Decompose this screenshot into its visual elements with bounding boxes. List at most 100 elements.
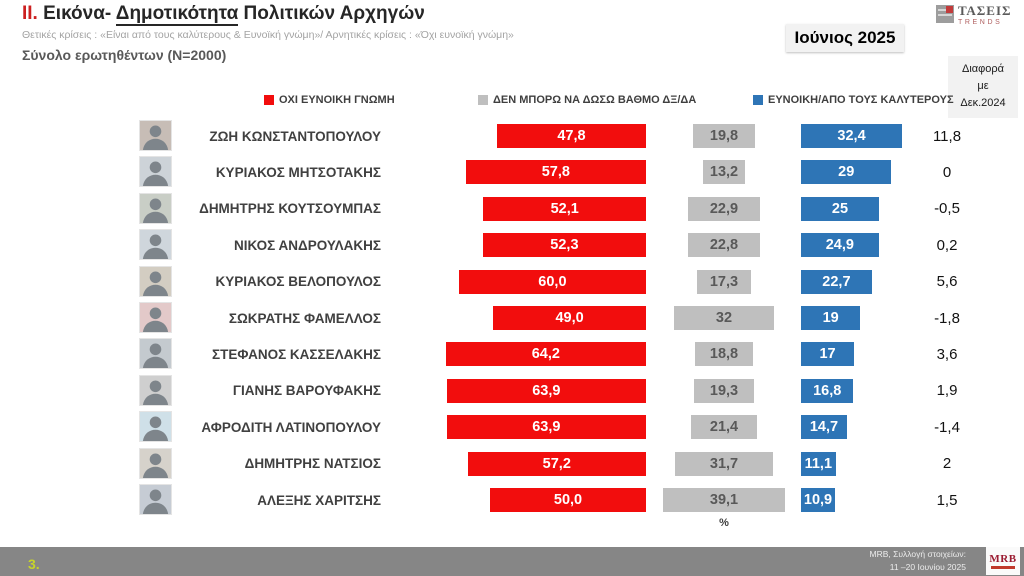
page-number: 3.	[28, 556, 40, 572]
bar-neutral: 21,4	[690, 415, 758, 440]
diff-value: 2	[942, 455, 952, 473]
table-row: ΑΛΕΞΗΣ ΧΑΡΙΤΣΗΣ 50,0 39,1 10,9 1,5	[0, 482, 1024, 518]
politician-name: ΑΦΡΟΔΙΤΗ ΛΑΤΙΝΟΠΟΥΛΟΥ	[201, 419, 381, 435]
bar-negative: 64,2	[445, 342, 646, 367]
bar-neutral: 32	[674, 305, 774, 330]
source-line2: 11 –20 Ιουνίου 2025	[889, 561, 966, 572]
bar-negative: 52,3	[482, 233, 646, 258]
diff-value: 0	[942, 164, 952, 182]
bar-positive: 17	[801, 342, 855, 367]
politician-photo	[139, 447, 172, 479]
page-title: II. Εικόνα- Δημοτικότητα Πολιτικών Αρχηγ…	[22, 3, 425, 26]
bar-neutral: 22,8	[688, 233, 760, 258]
mrb-logo-text: MRB	[989, 552, 1017, 565]
title-underlined-word: Δημοτικότητα	[115, 3, 239, 26]
politician-photo	[139, 156, 172, 188]
politician-name: ΚΥΡΙΑΚΟΣ ΒΕΛΟΠΟΥΛΟΣ	[215, 274, 381, 290]
diff-value: 3,6	[936, 346, 958, 364]
legend-item-negative: ΟΧΙ ΕΥΝΟΙΚΗ ΓΝΩΜΗ	[264, 94, 395, 106]
table-row: ΑΦΡΟΔΙΤΗ ΛΑΤΙΝΟΠΟΥΛΟΥ 63,9 21,4 14,7 -1,4	[0, 409, 1024, 445]
diff-value: 11,8	[932, 127, 962, 145]
diff-column-header: Διαφορά με Δεκ.2024	[948, 56, 1018, 119]
table-row: ΣΤΕΦΑΝΟΣ ΚΑΣΣΕΛΑΚΗΣ 64,2 18,8 17 3,6	[0, 336, 1024, 372]
bar-positive: 24,9	[801, 233, 879, 258]
legend-item-neutral: ΔΕΝ ΜΠΟΡΩ ΝΑ ΔΩΣΩ ΒΑΘΜΟ ΔΞ/ΔΑ	[478, 94, 696, 106]
bar-positive: 29	[801, 160, 892, 185]
politician-name: ΖΩΗ ΚΩΝΣΤΑΝΤΟΠΟΥΛΟΥ	[209, 128, 381, 144]
diff-header-line1: Διαφορά	[961, 63, 1005, 75]
bar-positive: 10,9	[801, 487, 835, 512]
diff-value: 5,6	[936, 273, 958, 291]
politician-photo	[139, 192, 172, 224]
bar-positive: 11,1	[801, 451, 836, 476]
bar-negative: 50,0	[490, 487, 646, 512]
title-part1: Εικόνα-	[37, 3, 116, 24]
politician-photo	[139, 229, 172, 261]
poll-chart-rows: ΖΩΗ ΚΩΝΣΤΑΝΤΟΠΟΥΛΟΥ 47,8 19,8 32,4 11,8 ΚΥΡΙΑ…	[0, 118, 1024, 518]
table-row: ΝΙΚΟΣ ΑΝΔΡΟΥΛΑΚΗΣ 52,3 22,8 24,9 0,2	[0, 227, 1024, 263]
diff-value: 1,5	[936, 491, 958, 509]
legend-label-neutral: ΔΕΝ ΜΠΟΡΩ ΝΑ ΔΩΣΩ ΒΑΘΜΟ ΔΞ/ΔΑ	[493, 94, 697, 106]
legend-item-positive: ΕΥΝΟΙΚΗ/ΑΠΟ ΤΟΥΣ ΚΑΛΥΤΕΡΟΥΣ	[753, 94, 954, 106]
diff-header-line3: Δεκ.2024	[960, 97, 1006, 110]
politician-photo	[139, 483, 172, 515]
mrb-logo-strip	[991, 565, 1015, 569]
politician-name: ΔΗΜΗΤΡΗΣ ΚΟΥΤΣΟΥΜΠΑΣ	[199, 201, 381, 217]
bar-neutral: 31,7	[674, 451, 774, 476]
bar-neutral: 22,9	[688, 196, 760, 221]
politician-name: ΣΩΚΡΑΤΗΣ ΦΑΜΕΛΛΟΣ	[228, 310, 381, 326]
subtitle: Θετικές κρίσεις : «Είναι από τους καλύτε…	[22, 29, 514, 41]
bar-neutral: 19,3	[693, 378, 755, 403]
diff-value: -1,8	[934, 309, 960, 327]
table-row: ΚΥΡΙΑΚΟΣ ΒΕΛΟΠΟΥΛΟΣ 60,0 17,3 22,7 5,6	[0, 264, 1024, 300]
politician-photo	[139, 338, 172, 370]
bar-negative: 57,8	[465, 160, 646, 185]
brand-subname: TRENDS	[958, 19, 1003, 26]
bar-negative: 49,0	[493, 305, 646, 330]
footer-bar: 3. MRB, Συλλογή στοιχείων: 11 –20 Ιουνίο…	[0, 547, 1024, 576]
politician-name: ΚΥΡΙΑΚΟΣ ΜΗΤΣΟΤΑΚΗΣ	[215, 165, 381, 181]
bar-negative: 63,9	[446, 415, 646, 440]
title-numeral: II.	[22, 3, 38, 24]
legend-swatch-positive	[753, 95, 763, 105]
legend-swatch-negative	[264, 95, 274, 105]
title-part2: Πολιτικών Αρχηγών	[238, 3, 425, 24]
diff-value: -1,4	[934, 418, 960, 436]
table-row: ΔΗΜΗΤΡΗΣ ΚΟΥΤΣΟΥΜΠΑΣ 52,1 22,9 25 -0,5	[0, 191, 1024, 227]
brand-name: ΤΑΣΕΙΣ	[958, 3, 1012, 18]
date-badge: Ιούνιος 2025	[786, 24, 904, 52]
taseis-logo-icon	[936, 5, 954, 23]
bar-positive: 19	[801, 305, 861, 330]
diff-value: 0,2	[936, 236, 958, 254]
legend-label-negative: ΟΧΙ ΕΥΝΟΙΚΗ ΓΝΩΜΗ	[279, 94, 395, 106]
bar-negative: 63,9	[446, 378, 646, 403]
bar-neutral: 17,3	[697, 269, 751, 294]
bar-neutral: 39,1	[663, 487, 785, 512]
bar-positive: 32,4	[801, 124, 903, 148]
source-line1: MRB, Συλλογή στοιχείων:	[869, 549, 966, 560]
source-note: MRB, Συλλογή στοιχείων: 11 –20 Ιουνίου 2…	[870, 548, 966, 573]
politician-name: ΑΛΕΞΗΣ ΧΑΡΙΤΣΗΣ	[257, 492, 381, 508]
bar-negative: 60,0	[458, 269, 646, 294]
politician-photo	[139, 120, 172, 151]
table-row: ΔΗΜΗΤΡΗΣ ΝΑΤΣΙΟΣ 57,2 31,7 11,1 2	[0, 446, 1024, 482]
legend-label-positive: ΕΥΝΟΙΚΗ/ΑΠΟ ΤΟΥΣ ΚΑΛΥΤΕΡΟΥΣ	[768, 94, 954, 106]
bar-positive: 16,8	[801, 378, 854, 403]
table-row: ΣΩΚΡΑΤΗΣ ΦΑΜΕΛΛΟΣ 49,0 32 19 -1,8	[0, 300, 1024, 336]
bar-negative: 52,1	[483, 196, 646, 221]
taseis-logo-text: ΤΑΣΕΙΣ TRENDS	[958, 3, 1012, 26]
bar-neutral: 13,2	[703, 160, 745, 185]
table-row: ΖΩΗ ΚΩΝΣΤΑΝΤΟΠΟΥΛΟΥ 47,8 19,8 32,4 11,8	[0, 118, 1024, 154]
politician-name: ΔΗΜΗΤΡΗΣ ΝΑΤΣΙΟΣ	[244, 456, 381, 472]
diff-header-line2: με	[977, 80, 989, 93]
politician-photo	[139, 301, 172, 333]
legend-swatch-neutral	[478, 95, 488, 105]
politician-photo	[139, 265, 172, 297]
politician-name: ΝΙΚΟΣ ΑΝΔΡΟΥΛΑΚΗΣ	[234, 237, 381, 253]
bar-positive: 14,7	[801, 415, 847, 440]
percent-axis-label: %	[719, 517, 729, 529]
politician-photo	[139, 374, 172, 406]
politician-name: ΓΙΑΝΗΣ ΒΑΡΟΥΦΑΚΗΣ	[232, 383, 381, 399]
diff-value: -0,5	[934, 200, 960, 218]
